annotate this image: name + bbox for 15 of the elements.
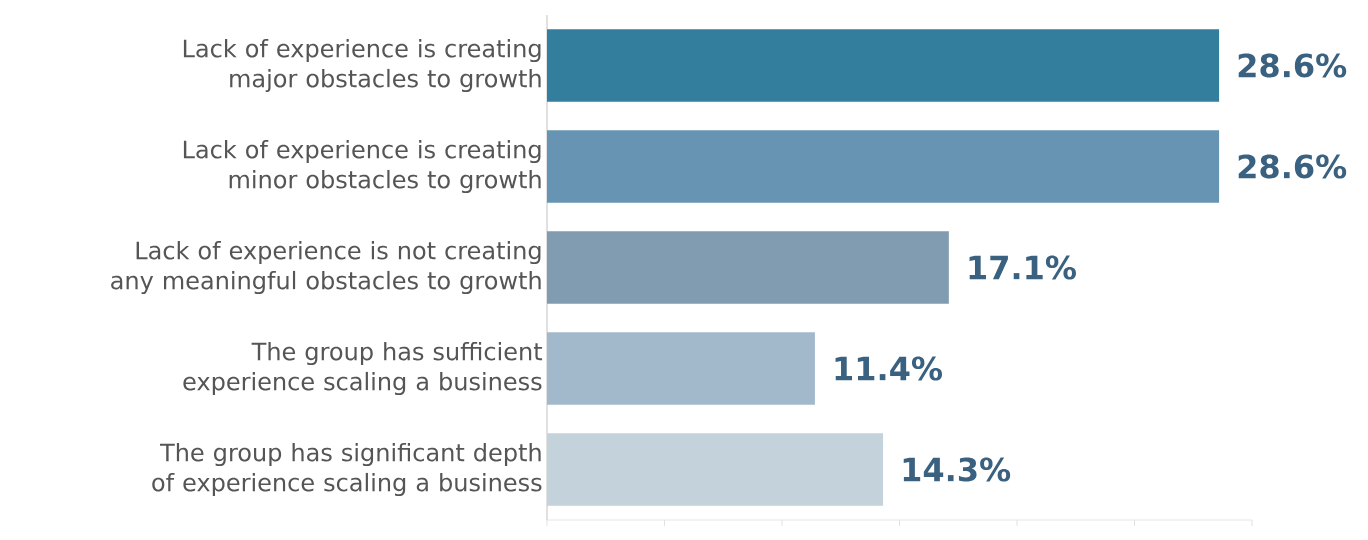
bar xyxy=(547,29,1220,102)
bar xyxy=(547,332,815,405)
data-label: 17.1% xyxy=(969,255,1076,280)
bar xyxy=(547,433,884,506)
y-tick-label: Lack of experience is creating major obstacles to growth xyxy=(183,39,541,93)
data-label: 14.3% xyxy=(903,457,1011,482)
y-tick-label: The group has sufficient experience scaling a business xyxy=(183,342,543,396)
data-label: 28.6% xyxy=(1238,53,1347,78)
y-tick-label: The group has significant depth of experience scaling a business xyxy=(152,443,542,497)
bar xyxy=(547,231,949,304)
y-tick-label: Lack of experience is not creating any meaningful obstacles to growth xyxy=(111,241,541,295)
data-label: 11.4% xyxy=(835,356,942,381)
y-tick-label: Lack of experience is creating minor obstacles to growth xyxy=(183,140,541,194)
bar xyxy=(547,130,1220,203)
data-label: 28.6% xyxy=(1238,154,1347,179)
